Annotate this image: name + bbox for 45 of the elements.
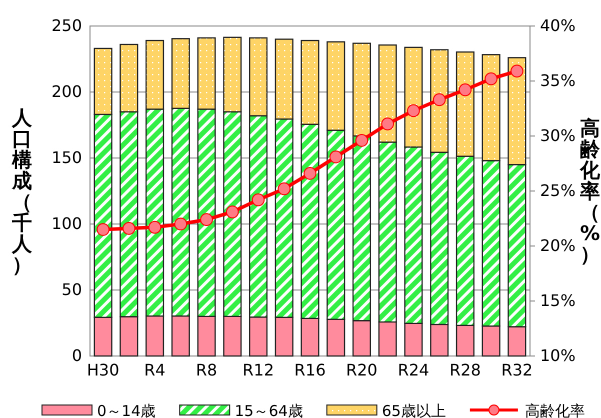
x-tick-label: R28 bbox=[449, 360, 481, 380]
point bbox=[304, 166, 316, 180]
x-tick-label: R4 bbox=[144, 360, 166, 380]
y2-tick-label: 25% bbox=[540, 181, 576, 200]
legend-label: 高齢化率 bbox=[524, 402, 585, 418]
y2-tick-label: 40% bbox=[540, 16, 576, 36]
point bbox=[510, 64, 524, 78]
x-tick-label: H30 bbox=[86, 360, 120, 380]
legend-label: 65歳以上 bbox=[382, 402, 446, 418]
x-tick-label: R32 bbox=[501, 360, 533, 380]
x-tick-label: R24 bbox=[398, 360, 430, 380]
point bbox=[96, 223, 110, 236]
point bbox=[381, 117, 394, 130]
y2-tick-label: 10% bbox=[540, 346, 576, 366]
y2-axis-title: 高齢化率（%） bbox=[579, 116, 601, 266]
x-tick-label: R12 bbox=[242, 360, 274, 380]
y2-tick-label: 15% bbox=[540, 291, 576, 310]
y-tick-label: 250 bbox=[51, 16, 82, 36]
point bbox=[122, 222, 136, 235]
y-tick-label: 150 bbox=[51, 148, 82, 168]
point bbox=[148, 220, 162, 234]
x-tick-label: R16 bbox=[294, 360, 326, 380]
legend-label: 0～14歳 bbox=[97, 402, 156, 418]
point bbox=[174, 218, 188, 230]
point bbox=[329, 150, 342, 164]
legend-label: 15～64歳 bbox=[234, 402, 303, 418]
point bbox=[355, 134, 368, 147]
x-tick-label: R20 bbox=[346, 360, 378, 380]
y2-tick-label: 20% bbox=[540, 236, 576, 256]
y-tick-label: 200 bbox=[51, 82, 82, 102]
point bbox=[200, 213, 213, 226]
y2-tick-label: 35% bbox=[540, 71, 576, 90]
y2-tick-label: 30% bbox=[540, 126, 576, 146]
point bbox=[407, 104, 420, 118]
point bbox=[432, 93, 446, 106]
point bbox=[278, 182, 291, 196]
point bbox=[484, 72, 498, 86]
y-tick-label: 50 bbox=[62, 280, 82, 300]
y-tick-label: 0 bbox=[72, 346, 82, 366]
x-tick-label: R8 bbox=[196, 360, 218, 380]
y-axis-title: 人口構成（千人） bbox=[11, 106, 33, 276]
point bbox=[226, 205, 239, 218]
y-tick-label: 100 bbox=[51, 214, 82, 234]
point bbox=[252, 193, 265, 206]
point bbox=[458, 83, 472, 96]
